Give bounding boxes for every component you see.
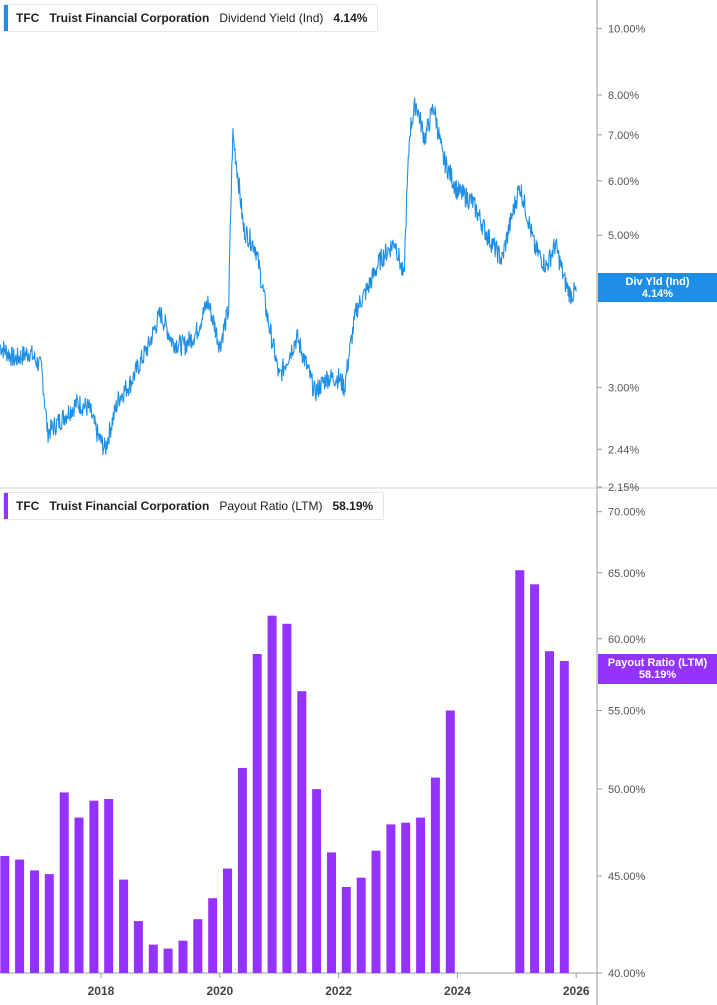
x-tick-label: 2022 [325, 984, 352, 998]
bottom-legend-color-bar [4, 493, 8, 519]
bottom-value-flag: Payout Ratio (LTM) 58.19% [598, 654, 717, 684]
payout-bar [401, 822, 411, 973]
payout-bar [545, 651, 554, 973]
top-flag-value: 4.14% [641, 288, 674, 300]
payout-bar [327, 852, 336, 973]
payout-bar [416, 817, 426, 973]
bottom-y-tick-label: 60.00% [608, 634, 646, 646]
bottom-y-tick-label: 50.00% [608, 784, 646, 796]
payout-bar [386, 824, 396, 973]
payout-bar [341, 887, 351, 973]
top-legend-metric: Dividend Yield (Ind) [219, 11, 324, 25]
top-y-tick-label: 3.00% [608, 383, 639, 395]
top-legend: TFC Truist Financial Corporation Dividen… [3, 4, 379, 32]
bottom-y-tick-label: 70.00% [608, 507, 646, 519]
dividend-yield-line [0, 97, 577, 456]
payout-bar [119, 879, 129, 973]
bottom-y-tick-label: 55.00% [608, 705, 646, 717]
top-y-tick-label: 2.44% [608, 444, 639, 456]
top-y-tick-label: 8.00% [608, 90, 639, 102]
bottom-legend-ticker: TFC [16, 499, 40, 513]
bottom-legend-company: Truist Financial Corporation [49, 499, 210, 513]
payout-bar [515, 570, 525, 973]
payout-bar [44, 874, 54, 973]
payout-bar [312, 789, 322, 973]
bottom-legend-metric: Payout Ratio (LTM) [219, 499, 323, 513]
payout-bar [30, 870, 39, 973]
bottom-flag-value: 58.19% [638, 669, 677, 681]
x-tick-label: 2020 [206, 984, 233, 998]
payout-bar [371, 850, 381, 973]
x-tick-label: 2026 [563, 984, 590, 998]
top-y-tick-label: 6.00% [608, 176, 639, 188]
payout-bar [530, 584, 540, 973]
bottom-flag-label: Payout Ratio (LTM) [607, 657, 708, 669]
payout-bar [445, 710, 455, 973]
bottom-y-tick-label: 45.00% [608, 871, 646, 883]
top-y-tick-label: 7.00% [608, 130, 639, 142]
x-tick-label: 2024 [444, 984, 471, 998]
top-value-flag: Div Yld (Ind) 4.14% [598, 273, 717, 302]
payout-bar [430, 777, 440, 973]
bottom-legend: TFC Truist Financial Corporation Payout … [3, 492, 385, 520]
payout-bar [15, 859, 25, 973]
payout-bar [282, 623, 292, 973]
payout-bar [104, 799, 114, 973]
top-y-tick-label: 10.00% [608, 23, 646, 35]
payout-bar [133, 921, 143, 973]
top-legend-color-bar [4, 5, 8, 31]
top-legend-company: Truist Financial Corporation [49, 11, 210, 25]
payout-bar [297, 691, 307, 973]
payout-bar [237, 767, 247, 973]
top-legend-ticker: TFC [16, 11, 40, 25]
payout-bar [559, 661, 569, 973]
payout-bar [148, 944, 158, 973]
payout-bar [74, 817, 84, 973]
payout-bar [267, 615, 277, 973]
bottom-legend-value: 58.19% [332, 499, 374, 513]
top-legend-value: 4.14% [333, 11, 368, 25]
payout-bar [0, 856, 10, 973]
top-flag-label: Div Yld (Ind) [625, 276, 690, 288]
payout-bar [208, 898, 218, 973]
payout-bar [89, 800, 99, 973]
payout-bar [178, 940, 188, 973]
payout-bar [223, 868, 232, 973]
payout-bar [252, 654, 262, 973]
top-y-tick-label: 5.00% [608, 230, 639, 242]
payout-bar [356, 877, 366, 973]
top-y-tick-label: 2.15% [608, 482, 639, 494]
bottom-y-tick-label: 40.00% [608, 968, 646, 980]
payout-bar [193, 919, 203, 973]
payout-bar [59, 792, 69, 973]
x-tick-label: 2018 [88, 984, 115, 998]
bottom-y-tick-label: 65.00% [608, 568, 646, 580]
payout-bar [163, 948, 173, 973]
